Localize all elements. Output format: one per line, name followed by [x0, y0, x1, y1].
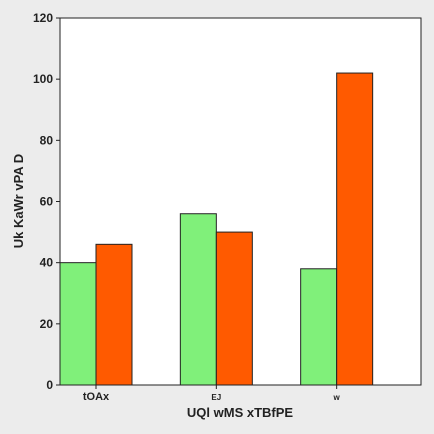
y-tick-label: 0 [46, 378, 53, 392]
x-axis-title: UQl wMS xTBfPE [187, 405, 294, 420]
y-tick-label: 120 [33, 11, 53, 25]
bar-series1-EJ [179, 213, 217, 386]
bar-series1-tOAx [59, 262, 97, 386]
x-tick-label: EJ [211, 393, 221, 402]
y-tick-label: 40 [40, 256, 54, 270]
y-tick-label: 20 [40, 317, 54, 331]
bar-series2-tOAx [95, 243, 133, 386]
y-tick-label: 80 [40, 133, 54, 147]
y-tick-label: 60 [40, 195, 54, 209]
x-tick-label: tOAx [83, 391, 110, 403]
bar-series2-w [336, 72, 374, 386]
bar-series1-w [300, 268, 338, 386]
x-axis-ticks: tOAx EJ w [83, 385, 341, 403]
bar-series2-EJ [215, 231, 253, 386]
y-axis-title: Uk KaWr vPA D [11, 154, 26, 248]
y-axis-ticks: 0 20 40 60 80 100 120 [33, 11, 60, 392]
bars-group [59, 72, 374, 386]
y-tick-label: 100 [33, 72, 53, 86]
x-tick-label: w [333, 393, 341, 402]
